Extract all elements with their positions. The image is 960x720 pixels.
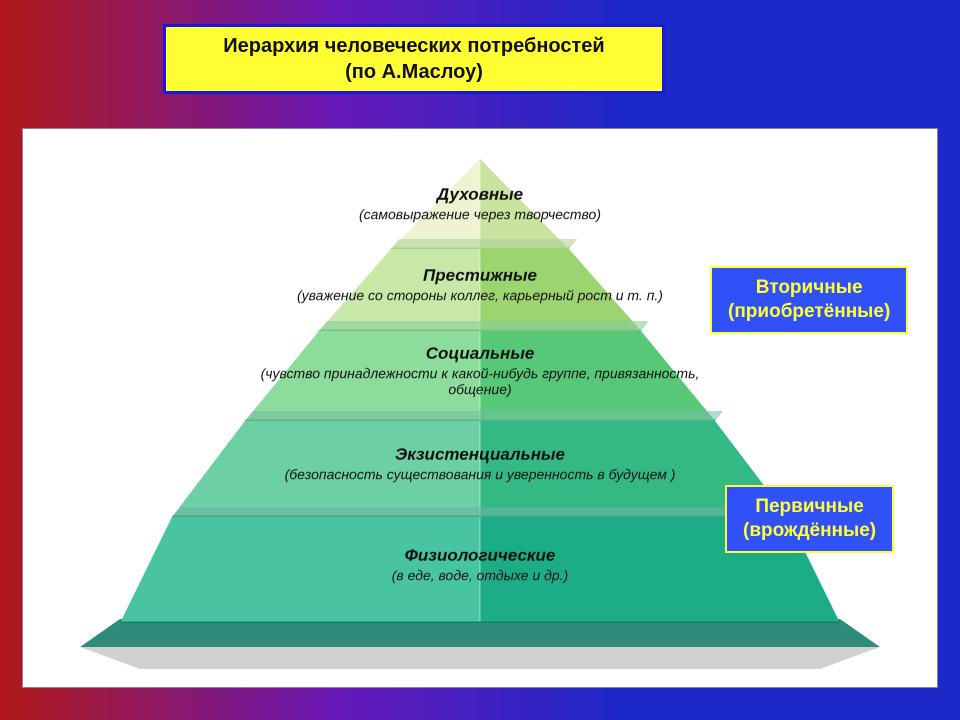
pyramid-level-title: Духовные: [260, 186, 700, 205]
pyramid-level-2: Социальные (чувство принадлежности к как…: [245, 321, 715, 421]
pyramid-level-title: Экзистенциальные: [260, 446, 700, 465]
pyramid-level-title: Социальные: [260, 345, 700, 364]
label-secondary-l2: (приобретённые): [728, 300, 890, 324]
pyramid-level-desc: (уважение со стороны коллег, карьерный р…: [260, 287, 700, 303]
pyramid-level-desc: (чувство принадлежности к какой-нибудь г…: [260, 365, 700, 397]
pyramid-level-3: Экзистенциальные (безопасность существов…: [172, 411, 788, 517]
label-primary: Первичные (врождённые): [725, 485, 894, 553]
label-secondary: Вторичные (приобретённые): [710, 266, 908, 334]
pyramid-level-desc: (самовыражение через творчество): [260, 206, 700, 222]
title-line1: Иерархия человеческих потребностей: [223, 33, 604, 59]
pyramid-base: [80, 619, 880, 669]
pyramid-level-desc: (в еде, воде, отдыхе и др.): [260, 567, 700, 583]
label-primary-l1: Первичные: [743, 495, 876, 519]
title-box: Иерархия человеческих потребностей (по А…: [163, 24, 665, 94]
title-line2: (по А.Маслоу): [345, 59, 483, 85]
panel: Духовные (самовыражение через творчество…: [22, 128, 938, 688]
label-primary-l2: (врождённые): [743, 519, 876, 543]
pyramid-level-title: Престижные: [260, 267, 700, 286]
pyramid-level-1: Престижные (уважение со стороны коллег, …: [319, 239, 641, 331]
pyramid: Духовные (самовыражение через творчество…: [120, 143, 840, 673]
pyramid-level-title: Физиологические: [260, 547, 700, 566]
pyramid-level-0: Духовные (самовыражение через творчество…: [391, 159, 569, 249]
pyramid-level-desc: (безопасность существования и уверенност…: [260, 466, 700, 482]
label-secondary-l1: Вторичные: [728, 276, 890, 300]
